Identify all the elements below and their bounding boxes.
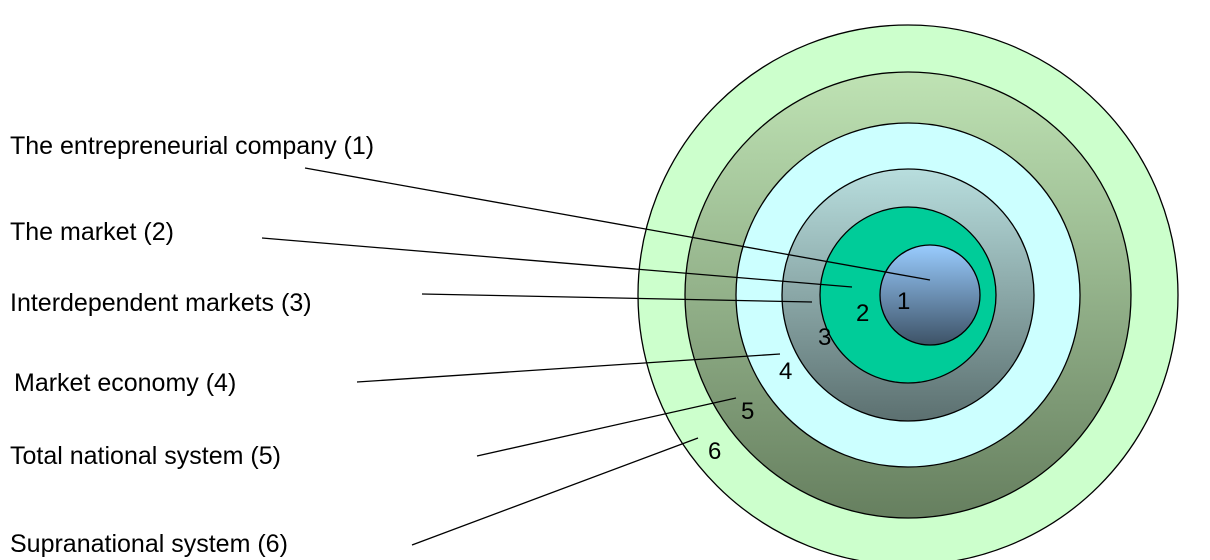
core-level-1 [879,244,981,346]
leader-line-1 [304,167,931,281]
level-number-3: 3 [818,324,831,351]
level-number-4: 4 [779,358,792,385]
leader-line-2 [261,237,853,288]
leader-line-6 [411,437,699,546]
label-entrepreneurial-company: The entrepreneurial company (1) [10,132,374,160]
label-total-national-system: Total national system (5) [10,442,281,470]
label-supranational-system: Supranational system (6) [10,530,288,558]
level-number-6: 6 [708,438,721,465]
level-number-5: 5 [741,398,754,425]
label-interdependent-markets: Interdependent markets (3) [10,289,312,317]
level-number-1: 1 [897,288,910,315]
level-number-2: 2 [856,300,869,327]
label-the-market: The market (2) [10,218,174,246]
label-market-economy: Market economy (4) [14,369,236,397]
leader-line-3 [421,293,813,303]
leader-line-4 [356,353,781,383]
leader-line-5 [476,397,737,457]
